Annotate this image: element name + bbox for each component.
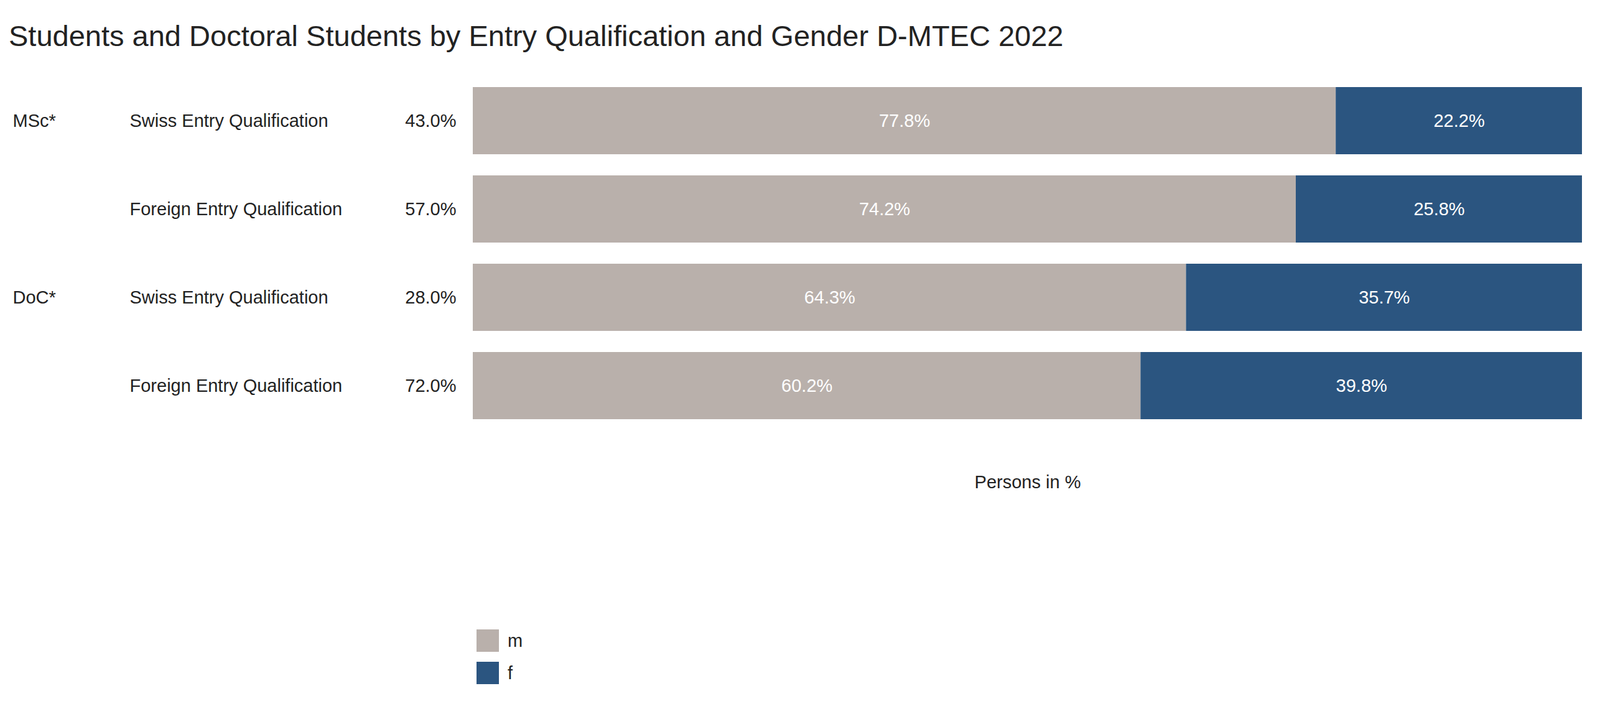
svg-text:Persons in %: Persons in % (974, 472, 1082, 493)
svg-text:74.2%: 74.2% (859, 199, 911, 219)
svg-text:Foreign Entry Qualification: Foreign Entry Qualification (130, 199, 343, 219)
html-text:m: m (507, 630, 523, 651)
svg-text:57.0%: 57.0% (404, 199, 456, 219)
svg-text:25.8%: 25.8% (1413, 199, 1465, 219)
svg-text:28.0%: 28.0% (404, 287, 456, 308)
svg-text:39.8%: 39.8% (1336, 375, 1388, 396)
svg-text:77.8%: 77.8% (879, 110, 931, 131)
svg-text:60.2%: 60.2% (781, 375, 833, 396)
svg-text:72.0%: 72.0% (404, 375, 456, 396)
svg-text:Foreign Entry Qualification: Foreign Entry Qualification (130, 375, 343, 396)
svg-text:MSc*: MSc* (13, 110, 56, 131)
html-text:Students and Doctoral Students: Students and Doctoral Students by Entry … (8, 19, 1064, 53)
svg-text:Swiss Entry Qualification: Swiss Entry Qualification (130, 110, 329, 131)
html-text:f: f (507, 662, 513, 683)
svg-text:Swiss Entry Qualification: Swiss Entry Qualification (130, 287, 329, 308)
svg-text:DoC*: DoC* (13, 287, 56, 308)
svg-text:35.7%: 35.7% (1358, 287, 1410, 308)
svg-text:64.3%: 64.3% (804, 287, 856, 308)
svg-text:43.0%: 43.0% (404, 110, 456, 131)
svg-text:22.2%: 22.2% (1433, 110, 1485, 131)
